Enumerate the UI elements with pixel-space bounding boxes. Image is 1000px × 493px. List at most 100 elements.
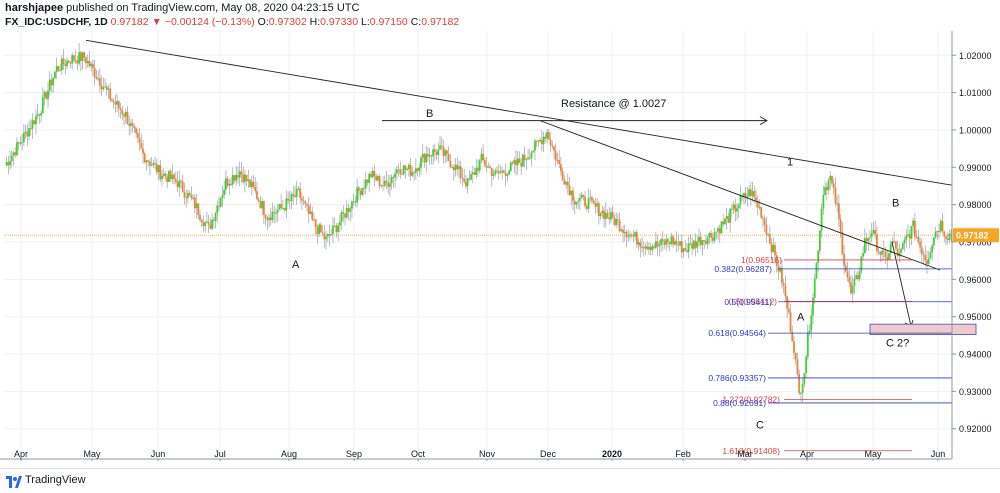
- candle-up: [275, 212, 277, 214]
- candle-down: [540, 140, 543, 145]
- time-tick-label: Sep: [346, 449, 362, 459]
- price-tick-label: 0.92000: [959, 424, 992, 434]
- candle-down: [568, 185, 571, 196]
- candle-up: [901, 243, 904, 249]
- fib-level-label: 1.272(0.92782): [722, 395, 780, 405]
- candle-down: [357, 187, 360, 191]
- candle-up: [737, 204, 740, 209]
- candle-down: [38, 114, 41, 116]
- candle-down: [544, 136, 547, 139]
- time-axis[interactable]: Apr May Jun Jul Aug Sep Oct Nov Dec 2020 Feb Mar Apr…: [0, 449, 952, 462]
- candle-up: [420, 157, 422, 168]
- candle-up: [295, 188, 298, 197]
- candle-down: [622, 229, 624, 233]
- candle-down: [879, 251, 882, 255]
- candle-up: [332, 225, 334, 234]
- candle-up: [395, 169, 398, 174]
- candle-up: [285, 198, 288, 211]
- fib-level-label: 1.618(0.91408): [722, 446, 780, 456]
- candle-down: [765, 224, 768, 235]
- candle-up: [297, 188, 300, 190]
- candle-down: [630, 234, 633, 236]
- candle-down: [523, 154, 526, 161]
- candle-up: [889, 244, 892, 254]
- candle-down: [430, 155, 433, 157]
- time-tick-label: Nov: [479, 449, 496, 459]
- candle-down: [503, 170, 505, 173]
- candlestick-series: [5, 43, 953, 403]
- target-zone-box[interactable]: [869, 323, 977, 336]
- last-price: 0.97182: [110, 16, 149, 28]
- drawing-overlays[interactable]: 0.382(0.96287)1(0.96516) 0.5(0.95412)0.5(…: [85, 39, 977, 456]
- candle-up: [932, 237, 935, 246]
- candle-down: [667, 239, 669, 242]
- candle-down: [618, 220, 621, 232]
- tradingview-logo-icon[interactable]: [6, 476, 22, 488]
- projection-line[interactable]: [891, 241, 912, 327]
- descending-trendline[interactable]: [539, 120, 941, 271]
- candle-up: [858, 271, 861, 280]
- candle-down: [837, 203, 840, 220]
- price-axis[interactable]: 0.92000 0.93000 0.94000 0.95000 0.96000 0.970…: [951, 31, 999, 459]
- chart-footer: TradingView: [0, 468, 1000, 493]
- candle-down: [342, 212, 345, 214]
- candle-up: [124, 111, 127, 117]
- candle-down: [691, 243, 694, 249]
- candle-up: [682, 248, 685, 253]
- candle-down: [896, 248, 899, 256]
- candle-down: [882, 250, 885, 252]
- candle-up: [772, 245, 775, 253]
- candle-up: [475, 167, 478, 175]
- author-name[interactable]: harshjapee: [5, 2, 64, 14]
- candle-up: [278, 204, 281, 210]
- candle-up: [779, 267, 782, 272]
- candle-down: [943, 231, 946, 237]
- candle-up: [36, 114, 39, 117]
- candle-up: [800, 392, 802, 394]
- candle-down: [199, 215, 201, 220]
- candle-down: [266, 218, 269, 220]
- candle-up: [28, 128, 30, 137]
- candle-up: [717, 228, 719, 232]
- candle-up: [732, 204, 735, 209]
- candle-down: [88, 60, 91, 67]
- candle-down: [180, 180, 182, 182]
- candle-down: [401, 173, 403, 175]
- candle-up: [580, 194, 583, 199]
- candle-down: [435, 152, 438, 155]
- candle-down: [26, 131, 29, 137]
- candle-up: [587, 198, 590, 209]
- candle-up: [231, 175, 234, 185]
- candle-up: [487, 166, 490, 168]
- candle-down: [938, 231, 940, 233]
- candle-down: [603, 210, 605, 220]
- candle-down: [753, 191, 756, 198]
- candle-down: [561, 171, 564, 180]
- candle-down: [641, 247, 643, 249]
- candle-down: [920, 247, 923, 255]
- candle-up: [900, 248, 902, 253]
- candle-up: [268, 217, 270, 220]
- candle-down: [264, 214, 267, 219]
- candle-down: [306, 203, 308, 206]
- long-term-trendline[interactable]: [85, 39, 953, 186]
- candle-up: [648, 246, 650, 250]
- candle-up: [178, 180, 181, 188]
- candle-up: [333, 225, 336, 227]
- candle-down: [159, 165, 162, 180]
- candle-up: [345, 207, 348, 218]
- candle-up: [627, 236, 630, 238]
- tradingview-brand[interactable]: TradingView: [25, 474, 86, 486]
- candle-up: [247, 179, 250, 182]
- price-chart[interactable]: 0.382(0.96287)1(0.96516) 0.5(0.95412)0.5(…: [0, 31, 1000, 462]
- candle-down: [347, 207, 350, 212]
- candle-down: [147, 160, 150, 162]
- candle-up: [936, 231, 939, 233]
- candle-down: [427, 153, 429, 157]
- fib-level-label: 0.88(0.92691): [713, 398, 766, 408]
- candle-down: [140, 143, 143, 149]
- candle-down: [946, 238, 949, 241]
- chart-area[interactable]: 0.382(0.96287) 1(0.96516) 0.5(0.95412) 0.5(…: [0, 31, 1000, 462]
- candle-down: [661, 239, 664, 242]
- candle-up: [508, 170, 510, 175]
